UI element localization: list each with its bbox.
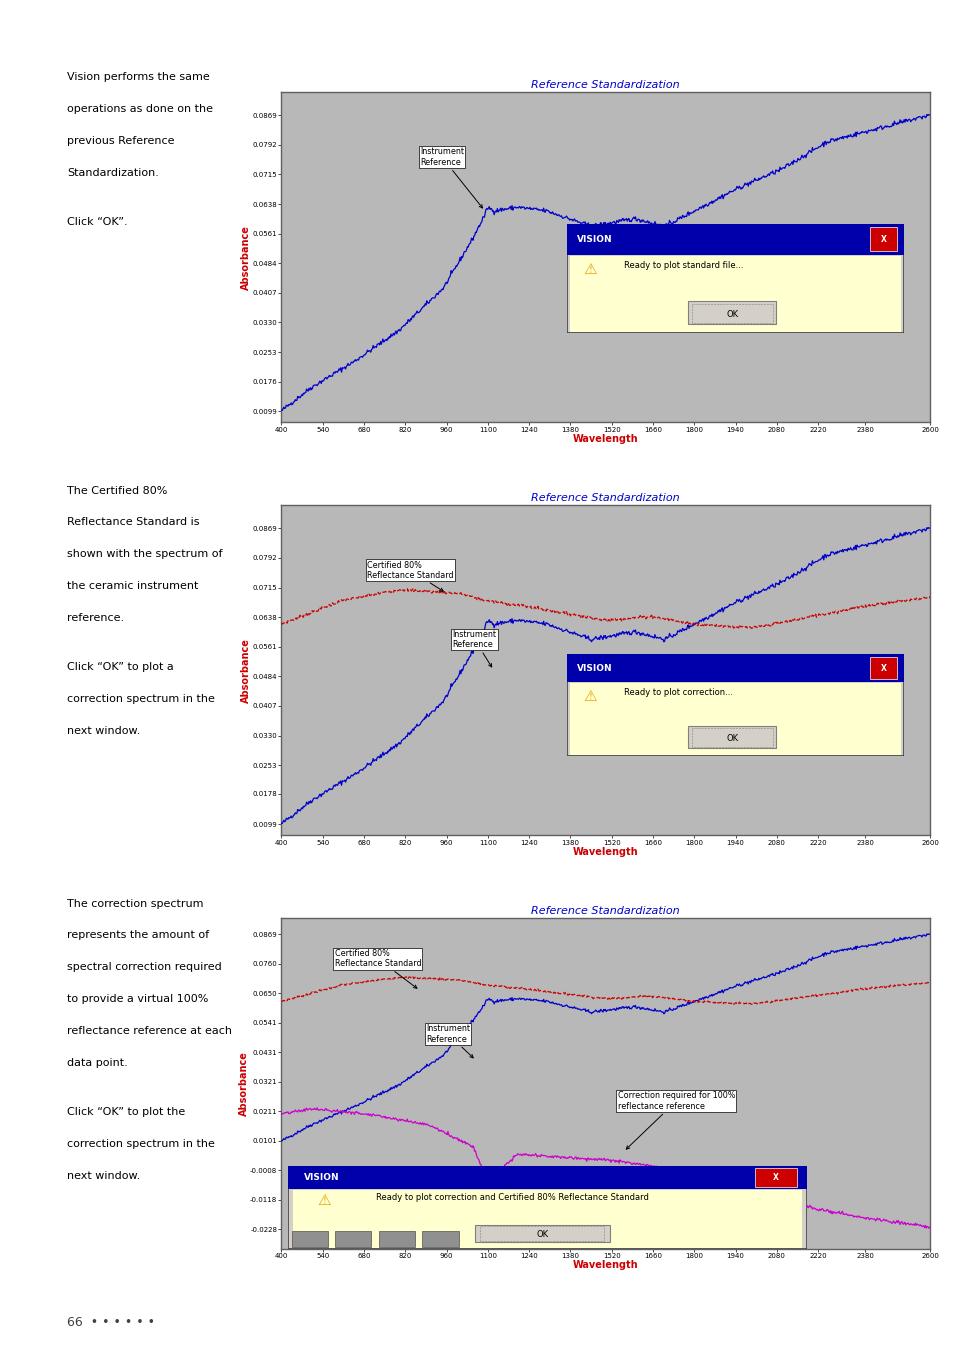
Bar [691,304,772,323]
Text: reference.: reference. [67,613,124,624]
Text: Click “OK”.: Click “OK”. [67,217,128,227]
Text: Ready to plot standard file...: Ready to plot standard file... [623,261,743,270]
Text: shown with the spectrum of: shown with the spectrum of [67,549,222,559]
Text: to provide a virtual 100%: to provide a virtual 100% [67,994,208,1004]
Text: VISION: VISION [303,1173,338,1183]
Text: OK: OK [725,733,738,743]
Text: ⚠: ⚠ [317,1193,331,1208]
Text: reflectance reference at each: reflectance reference at each [67,1026,232,1037]
Bar [292,1231,328,1246]
Text: VISION: VISION [577,663,612,672]
Bar [566,653,903,682]
Text: Instrument
Reference: Instrument Reference [452,629,496,667]
Text: next window.: next window. [67,1172,140,1181]
Text: VISION: VISION [577,235,612,244]
Y-axis label: Absorbance: Absorbance [241,224,251,289]
Bar [288,1166,806,1189]
Text: correction spectrum in the: correction spectrum in the [67,694,214,705]
Title: Reference Standardization: Reference Standardization [531,493,679,502]
Text: Click “OK” to plot a: Click “OK” to plot a [67,663,173,672]
Title: Reference Standardization: Reference Standardization [531,80,679,89]
Text: X: X [772,1173,778,1183]
Text: OK: OK [536,1230,548,1238]
Bar [570,683,900,755]
Bar [378,1231,415,1246]
Text: X: X [881,235,886,244]
Text: 66  • • • • • •: 66 • • • • • • [67,1316,154,1330]
Bar [869,227,897,251]
Bar [754,1168,796,1187]
Text: Reflectance Standard is: Reflectance Standard is [67,517,199,528]
Text: Click “OK” to plot the: Click “OK” to plot the [67,1107,185,1118]
Text: Standardization.: Standardization. [67,167,158,178]
Text: The Certified 80%: The Certified 80% [67,486,167,495]
Text: Vision performs the same: Vision performs the same [67,73,210,82]
Text: ⚠: ⚠ [583,262,597,277]
Text: Ready to plot correction...: Ready to plot correction... [623,688,733,697]
Text: data point.: data point. [67,1058,128,1068]
Text: previous Reference: previous Reference [67,136,174,146]
Text: next window.: next window. [67,726,140,736]
Text: Instrument
Reference: Instrument Reference [425,1025,473,1058]
Bar [475,1224,609,1242]
Bar [687,726,775,748]
Text: The correction spectrum: The correction spectrum [67,899,203,909]
Text: Instrument
Reference: Instrument Reference [419,147,482,208]
Text: spectral correction required: spectral correction required [67,963,221,972]
X-axis label: Wavelength: Wavelength [573,846,638,857]
X-axis label: Wavelength: Wavelength [573,1260,638,1270]
Bar [691,729,772,747]
Bar [422,1231,458,1246]
Text: Ready to plot correction and Certified 80% Reflectance Standard: Ready to plot correction and Certified 8… [375,1193,648,1202]
Text: the ceramic instrument: the ceramic instrument [67,580,198,591]
Y-axis label: Absorbance: Absorbance [241,637,251,702]
Text: operations as done on the: operations as done on the [67,104,213,115]
Text: X: X [881,663,886,672]
Bar [566,224,903,255]
Title: Reference Standardization: Reference Standardization [531,906,679,915]
Text: Certified 80%
Reflectance Standard: Certified 80% Reflectance Standard [335,949,420,988]
Bar [335,1231,371,1246]
Text: OK: OK [725,309,738,319]
Bar [479,1226,604,1241]
Bar [570,255,900,332]
Y-axis label: Absorbance: Absorbance [238,1050,249,1115]
Text: represents the amount of: represents the amount of [67,930,209,941]
X-axis label: Wavelength: Wavelength [573,433,638,444]
Text: ⚠: ⚠ [583,690,597,705]
Text: correction spectrum in the: correction spectrum in the [67,1139,214,1149]
Bar [869,656,897,679]
Bar [293,1189,801,1247]
Bar [687,301,775,324]
Text: Certified 80%
Reflectance Standard: Certified 80% Reflectance Standard [367,560,453,591]
Text: Correction required for 100%
reflectance reference: Correction required for 100% reflectance… [617,1091,735,1149]
